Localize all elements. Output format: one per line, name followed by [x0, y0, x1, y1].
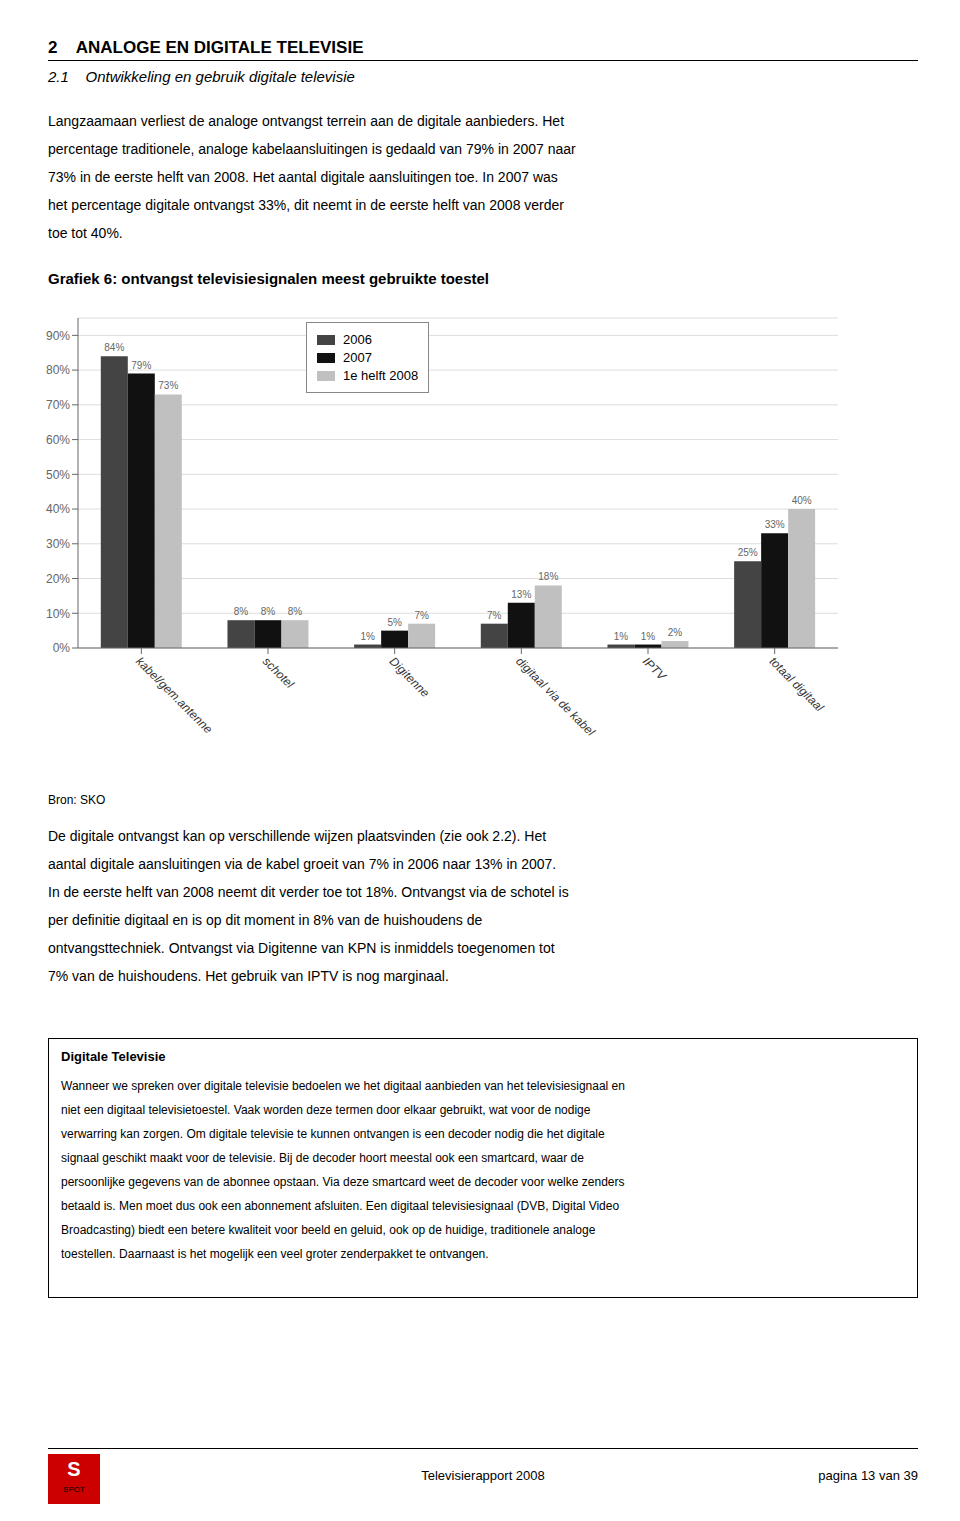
html-text:toe tot 40%.: toe tot 40%. [48, 225, 123, 241]
html-text:signaal geschikt maakt voor de: signaal geschikt maakt voor de televisie… [61, 1151, 584, 1165]
html-text:2.1 Ontwikkeling en gebruik di: 2.1 Ontwikkeling en gebruik digitale tel… [48, 68, 355, 85]
html-text:Langzaamaan verliest de analog: Langzaamaan verliest de analoge ontvangs… [48, 113, 564, 129]
html-text:Grafiek 6: ontvangst televisie: Grafiek 6: ontvangst televisiesignalen m… [48, 270, 489, 287]
svg-text:25%: 25% [738, 547, 758, 558]
svg-text:90%: 90% [46, 329, 70, 343]
svg-text:73%: 73% [158, 380, 178, 391]
html-text:2 ANALOGE EN DIGITALE TELEVISI: 2 ANALOGE EN DIGITALE TELEVISIE [48, 38, 364, 57]
html-text:per definitie digitaal en is o: per definitie digitaal en is op dit mome… [48, 912, 483, 928]
svg-text:79%: 79% [131, 360, 151, 371]
svg-text:30%: 30% [46, 537, 70, 551]
html-text:Broadcasting) biedt een betere: Broadcasting) biedt een betere kwaliteit… [61, 1223, 596, 1237]
html-text:Bron: SKO: Bron: SKO [48, 793, 106, 807]
svg-text:1%: 1% [641, 631, 656, 642]
html-text:het percentage digitale ontvan: het percentage digitale ontvangst 33%, d… [48, 197, 564, 213]
html-text:aantal digitale aansluitingen: aantal digitale aansluitingen via de kab… [48, 856, 557, 872]
svg-text:totaal digitaal: totaal digitaal [767, 654, 827, 714]
svg-text:Digitenne: Digitenne [387, 654, 433, 700]
svg-text:7%: 7% [414, 610, 429, 621]
svg-text:40%: 40% [46, 502, 70, 516]
svg-text:IPTV: IPTV [640, 654, 669, 683]
svg-text:0%: 0% [53, 641, 71, 655]
svg-text:8%: 8% [234, 606, 249, 617]
html-text:toestellen. Daarnaast is het m: toestellen. Daarnaast is het mogelijk ee… [61, 1247, 489, 1261]
html-text:ontvangsttechniek. Ontvangst v: ontvangsttechniek. Ontvangst via Digiten… [48, 940, 555, 956]
svg-text:33%: 33% [765, 519, 785, 530]
svg-text:10%: 10% [46, 607, 70, 621]
svg-text:18%: 18% [538, 571, 558, 582]
svg-text:40%: 40% [792, 495, 812, 506]
html-text:De digitale ontvangst kan op v: De digitale ontvangst kan op verschillen… [48, 828, 547, 844]
html-text:niet een digitaal televisie​to: niet een digitaal televisie​toestel. Vaa… [61, 1103, 591, 1117]
html-text:1e helft 2008: 1e helft 2008 [343, 368, 419, 383]
svg-text:8%: 8% [261, 606, 276, 617]
svg-text:1%: 1% [360, 631, 375, 642]
html-text:pagina 13 van 39: pagina 13 van 39 [818, 1468, 918, 1483]
svg-text:20%: 20% [46, 572, 70, 586]
svg-text:60%: 60% [46, 433, 70, 447]
html-text:percentage traditionele, analo: percentage traditionele, analoge kabelaa… [48, 141, 576, 157]
html-text:Digitale Televisie: Digitale Televisie [61, 1049, 166, 1064]
html-text:2006: 2006 [343, 332, 372, 347]
html-text:2007: 2007 [343, 350, 372, 365]
html-text:Televisierapport 2008: Televisierapport 2008 [421, 1468, 545, 1483]
html-text:Wanneer we spreken over digita: Wanneer we spreken over digitale televis… [61, 1079, 625, 1093]
svg-text:8%: 8% [288, 606, 303, 617]
svg-text:84%: 84% [104, 342, 124, 353]
svg-text:70%: 70% [46, 398, 70, 412]
svg-text:50%: 50% [46, 468, 70, 482]
svg-text:2%: 2% [668, 627, 683, 638]
svg-text:schotel: schotel [260, 654, 297, 691]
svg-text:5%: 5% [387, 617, 402, 628]
html-text:persoonlijke gegevens van de a: persoonlijke gegevens van de abonnee ops… [61, 1175, 625, 1189]
html-text:73% in de eerste helft van 200: 73% in de eerste helft van 2008. Het aan… [48, 169, 558, 185]
svg-text:80%: 80% [46, 363, 70, 377]
html-text:7% van de huishoudens. Het geb: 7% van de huishoudens. Het gebruik van I… [48, 968, 449, 984]
html-text:In de eerste helft van 2008 ne: In de eerste helft van 2008 neemt dit ve… [48, 884, 569, 900]
svg-text:1%: 1% [614, 631, 629, 642]
html-text:betaald is. Men moet dus ook e: betaald is. Men moet dus ook een abonnem… [61, 1199, 620, 1213]
html-text:S: S [67, 1458, 81, 1480]
svg-text:kabel/gem.antenne: kabel/gem.antenne [133, 654, 215, 736]
html-text:verwarring kan zorgen. Om digi: verwarring kan zorgen. Om digitale telev… [61, 1127, 605, 1141]
svg-text:13%: 13% [511, 589, 531, 600]
svg-text:7%: 7% [487, 610, 502, 621]
html-text:SPOT: SPOT [63, 1485, 85, 1494]
svg-text:digitaal via de kabel: digitaal via de kabel [513, 654, 598, 739]
